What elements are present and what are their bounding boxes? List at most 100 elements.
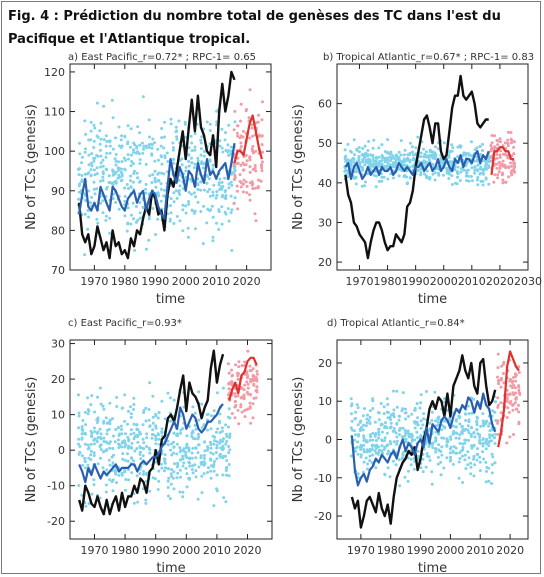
scatter-point <box>207 177 211 181</box>
scatter-point <box>397 157 401 161</box>
scatter-point <box>510 141 513 145</box>
scatter-point <box>163 120 167 124</box>
scatter-point <box>224 500 228 504</box>
scatter-point <box>254 389 258 393</box>
scatter-point <box>129 405 132 409</box>
scatter-point <box>104 449 108 453</box>
scatter-point <box>362 443 366 447</box>
scatter-point <box>77 414 81 418</box>
scatter-point <box>364 424 368 428</box>
scatter-point <box>126 206 130 210</box>
scatter-point <box>493 173 497 177</box>
scatter-point <box>510 381 514 384</box>
scatter-point <box>473 435 477 439</box>
scatter-point <box>144 182 148 186</box>
scatter-point <box>421 457 425 461</box>
scatter-point <box>484 176 488 180</box>
scatter-point <box>409 463 413 467</box>
scatter-point <box>89 168 93 172</box>
scatter-point <box>493 145 497 149</box>
scatter-point <box>180 157 184 161</box>
scatter-point <box>114 428 118 431</box>
scatter-point <box>365 450 369 454</box>
scatter-point <box>77 184 81 188</box>
scatter-point <box>466 424 470 428</box>
scatter-point <box>89 173 93 177</box>
scatter-point <box>463 458 467 462</box>
scatter-point <box>108 401 112 405</box>
scatter-point <box>101 199 105 203</box>
scatter-point <box>154 438 158 442</box>
x-tick-label: 1970 <box>80 544 108 557</box>
scatter-point <box>434 447 438 451</box>
scatter-point <box>102 138 106 141</box>
scatter-point <box>406 429 410 433</box>
scatter-point <box>227 186 231 190</box>
scatter-point <box>144 501 148 505</box>
scatter-point <box>86 396 90 400</box>
scatter-point <box>419 151 423 155</box>
scatter-point <box>101 172 105 176</box>
scatter-point <box>78 445 82 448</box>
scatter-point <box>517 420 521 424</box>
scatter-point <box>416 135 420 139</box>
scatter-point <box>156 432 160 436</box>
scatter-point <box>92 159 96 163</box>
scatter-point <box>475 146 479 150</box>
plot-frame <box>69 339 273 540</box>
scatter-point <box>136 440 140 444</box>
scatter-point <box>496 375 499 379</box>
scatter-point <box>374 160 378 164</box>
y-tick-label: 10 <box>318 395 332 408</box>
scatter-point <box>397 174 401 178</box>
scatter-point <box>482 424 486 428</box>
scatter-point <box>457 476 461 480</box>
scatter-point <box>169 117 173 121</box>
scatter-point <box>135 447 139 451</box>
scatter-point <box>111 197 115 201</box>
scatter-point <box>439 473 443 477</box>
y-tick-label: 0 <box>58 444 65 457</box>
scatter-point <box>419 173 423 177</box>
scatter-point <box>238 136 242 140</box>
scatter-point <box>240 410 244 414</box>
scatter-point <box>434 450 438 454</box>
scatter-point <box>404 417 408 421</box>
scatter-point <box>80 454 84 458</box>
scatter-point <box>96 154 100 158</box>
scatter-point <box>513 164 517 168</box>
scatter-point <box>466 174 470 178</box>
scatter-point <box>398 484 402 488</box>
scatter-point <box>388 440 392 443</box>
scatter-point <box>184 165 188 169</box>
scatter-point <box>463 441 467 445</box>
scatter-point <box>476 168 479 172</box>
scatter-point <box>156 147 160 151</box>
scatter-point <box>121 452 125 456</box>
scatter-point <box>514 391 518 395</box>
scatter-point <box>487 479 491 483</box>
scatter-point <box>178 490 182 494</box>
scatter-point <box>83 410 87 414</box>
scatter-point <box>142 447 146 451</box>
scatter-point <box>251 134 255 138</box>
scatter-point <box>509 131 513 134</box>
scatter-point <box>114 159 118 163</box>
scatter-point <box>436 416 440 420</box>
scatter-point <box>506 142 510 145</box>
x-tick-label: 1970 <box>345 275 373 288</box>
scatter-point <box>248 155 252 159</box>
scatter-point <box>205 120 209 124</box>
scatter-point <box>517 385 521 389</box>
scatter-point <box>436 455 440 459</box>
scatter-point <box>510 138 514 142</box>
scatter-point <box>133 169 136 173</box>
scatter-point <box>148 451 152 455</box>
scatter-point <box>135 423 139 427</box>
scatter-point <box>89 129 93 133</box>
scatter-point <box>89 201 93 205</box>
scatter-point <box>359 455 363 459</box>
scatter-point <box>443 426 447 430</box>
scatter-point <box>489 144 493 147</box>
scatter-point <box>175 135 179 139</box>
